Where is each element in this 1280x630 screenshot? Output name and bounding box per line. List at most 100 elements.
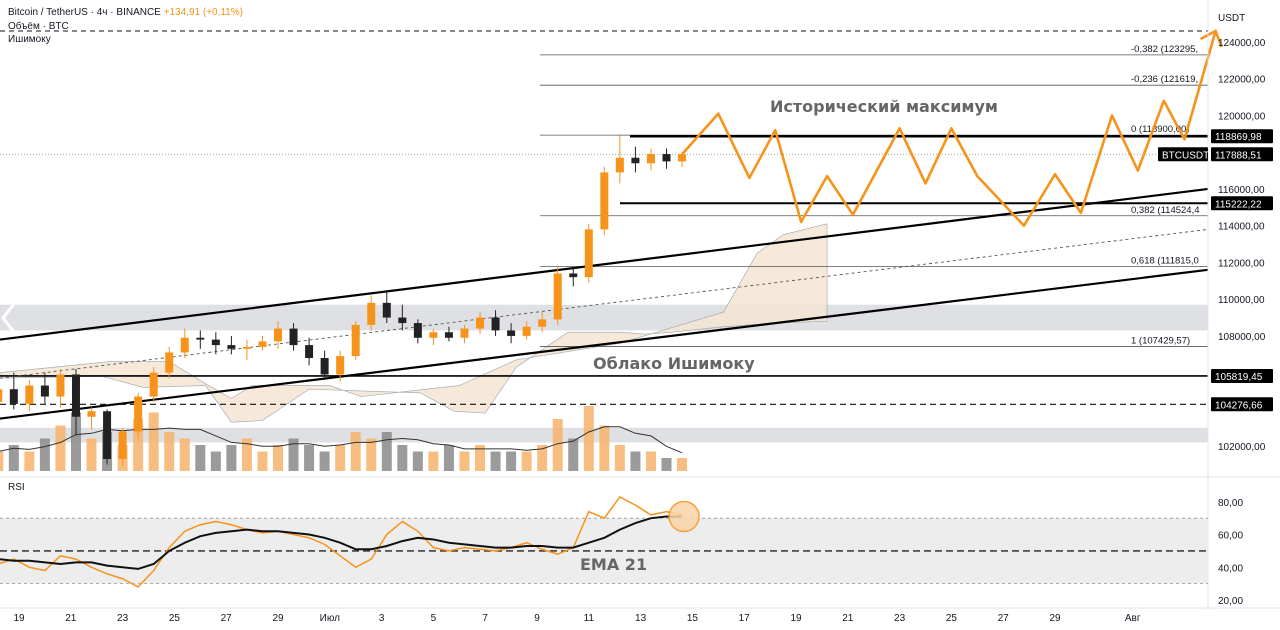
volume-bar bbox=[257, 451, 268, 471]
candle-body bbox=[584, 229, 593, 278]
rsi-title: RSI bbox=[8, 482, 25, 493]
time-axis-tick: 19 bbox=[13, 613, 25, 624]
candle-body bbox=[538, 319, 547, 327]
annotation-cloud: Облако Ишимоку bbox=[593, 354, 755, 373]
volume-bar bbox=[412, 451, 423, 471]
candle-body bbox=[522, 326, 531, 336]
time-axis-tick: 3 bbox=[379, 613, 385, 624]
volume-bar bbox=[195, 445, 206, 471]
volume-bar bbox=[288, 438, 299, 471]
price-axis-tick: 102000,00 bbox=[1218, 442, 1266, 453]
volume-bar bbox=[428, 451, 439, 471]
time-axis-tick: 21 bbox=[842, 613, 854, 624]
price-axis-tick: 110000,00 bbox=[1218, 295, 1265, 306]
price-tag-label: 104276,66 bbox=[1215, 400, 1263, 411]
volume-indicator-label: Объём · BTC bbox=[8, 21, 69, 32]
candle-body bbox=[569, 273, 578, 278]
candle-body bbox=[25, 385, 34, 404]
volume-bar bbox=[614, 445, 625, 471]
candle-body bbox=[460, 328, 469, 338]
candle-body bbox=[196, 337, 205, 340]
volume-bar bbox=[273, 445, 283, 471]
candle-body bbox=[118, 431, 127, 459]
candle-body bbox=[134, 396, 143, 432]
volume-bar bbox=[319, 451, 330, 471]
volume-bar bbox=[506, 451, 517, 471]
time-axis-tick: 11 bbox=[584, 613, 595, 624]
candle-body bbox=[429, 332, 438, 338]
volume-bar bbox=[55, 425, 66, 471]
candle-body bbox=[476, 317, 485, 329]
volume-bar bbox=[599, 425, 610, 471]
candle-body bbox=[0, 389, 3, 403]
candle-body bbox=[274, 328, 282, 342]
channel-upper-line bbox=[0, 187, 1209, 341]
support-zone bbox=[0, 304, 1208, 331]
channel-mid-line bbox=[0, 228, 1209, 379]
price-tag-label: 117888,51 bbox=[1215, 150, 1262, 161]
volume-bar bbox=[304, 445, 315, 471]
time-axis-tick: 29 bbox=[272, 613, 284, 624]
volume-bar bbox=[335, 445, 346, 471]
candle-body bbox=[103, 411, 112, 459]
volume-bar bbox=[133, 419, 144, 471]
volume-bar bbox=[148, 412, 159, 471]
candle-body bbox=[149, 372, 158, 397]
volume-bar bbox=[459, 451, 470, 471]
candle-body bbox=[336, 356, 345, 375]
volume-bar bbox=[630, 451, 641, 471]
price-tag-box bbox=[1211, 368, 1273, 383]
candle-body bbox=[600, 172, 609, 230]
price-axis-tick: 116000,00 bbox=[1218, 185, 1265, 196]
candle-body bbox=[40, 385, 49, 397]
candle-body bbox=[398, 317, 407, 324]
time-axis-tick: 15 bbox=[687, 613, 699, 624]
projection-path bbox=[681, 30, 1217, 227]
time-axis-tick: 23 bbox=[117, 613, 129, 624]
price-tag-box bbox=[1211, 196, 1273, 211]
price-axis-tick: 112000,00 bbox=[1218, 258, 1265, 269]
price-axis-tick: 108000,00 bbox=[1218, 332, 1266, 343]
rsi-axis-tick: 20,00 bbox=[1218, 596, 1243, 607]
price-axis-tick: 124000,00 bbox=[1218, 38, 1266, 49]
price-tag-box bbox=[1158, 147, 1208, 162]
ema-label: EMA 21 bbox=[580, 555, 647, 574]
candle-body bbox=[646, 154, 655, 164]
volume-bar bbox=[86, 438, 97, 471]
time-axis-tick: 19 bbox=[790, 613, 802, 624]
price-axis-tick: 120000,00 bbox=[1218, 111, 1266, 122]
volume-bar bbox=[397, 445, 408, 471]
fib-label: 0,382 (114524,4 bbox=[1131, 205, 1200, 216]
candle-body bbox=[242, 346, 251, 349]
annotation-ath: Исторический максимум bbox=[770, 97, 998, 116]
volume-bar bbox=[583, 406, 594, 471]
rsi-axis-tick: 40,00 bbox=[1218, 563, 1243, 574]
time-axis-tick: 5 bbox=[431, 613, 437, 624]
time-axis-tick: 13 bbox=[635, 613, 647, 624]
chevron-left-icon bbox=[1, 303, 16, 333]
price-tag-box bbox=[1211, 147, 1273, 162]
candle-body bbox=[180, 337, 189, 353]
volume-bar bbox=[8, 445, 19, 471]
candle-body bbox=[165, 352, 174, 373]
volume-bar bbox=[381, 432, 392, 471]
fib-label: -0,382 (123295, bbox=[1131, 44, 1198, 55]
candle-body bbox=[87, 411, 96, 417]
time-axis-tick: 25 bbox=[169, 613, 181, 624]
rsi-line bbox=[0, 495, 683, 588]
volume-bar bbox=[179, 438, 190, 471]
volume-bar bbox=[475, 445, 486, 471]
candle-body bbox=[413, 323, 422, 338]
candle-body bbox=[9, 389, 18, 404]
volume-ma-line bbox=[0, 426, 683, 454]
ema-line bbox=[0, 515, 683, 570]
price-axis-tick: 122000,00 bbox=[1218, 75, 1266, 86]
volume-bar bbox=[0, 451, 4, 471]
candle-body bbox=[320, 357, 329, 375]
candle-body bbox=[491, 317, 500, 331]
time-axis-tick: 27 bbox=[221, 613, 233, 624]
fib-label: 1 (107429,57) bbox=[1131, 336, 1190, 347]
volume-bar bbox=[677, 458, 688, 471]
time-axis-tick: 17 bbox=[739, 613, 751, 624]
